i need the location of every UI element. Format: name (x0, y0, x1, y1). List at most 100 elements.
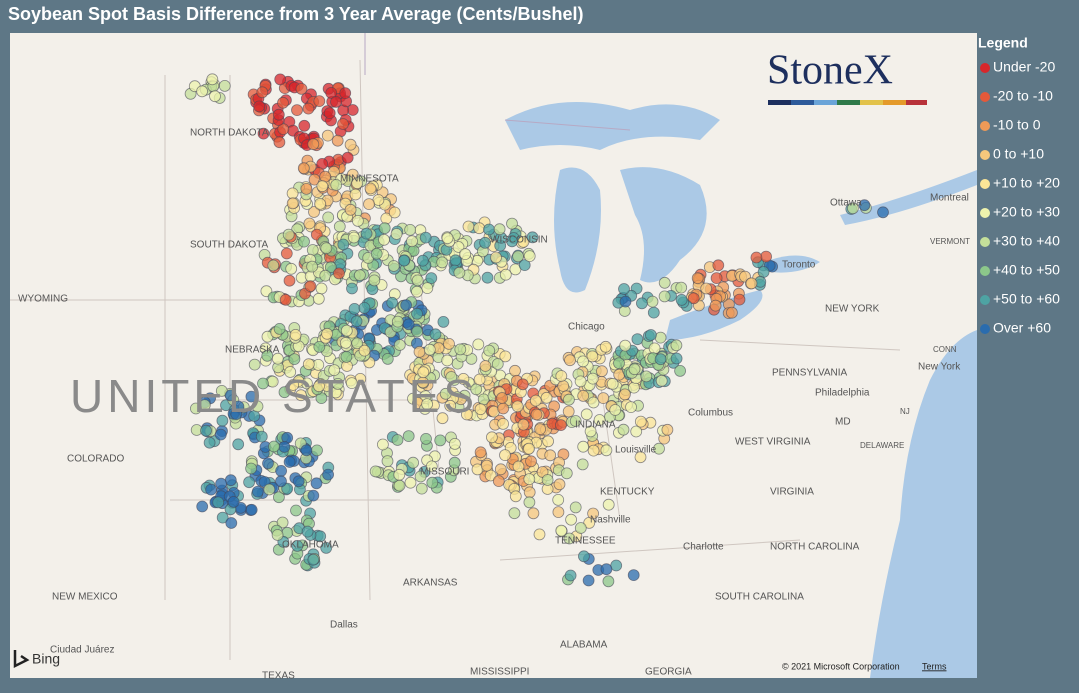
map-dot (212, 496, 225, 509)
map-dot (302, 358, 315, 371)
map-label: Ciudad Juárez (50, 645, 114, 656)
map-dot (393, 339, 406, 351)
map-dot (619, 295, 632, 308)
legend-label: -10 to 0 (993, 117, 1041, 133)
map-dot (279, 293, 292, 306)
map-dot (349, 188, 362, 201)
legend-swatch (980, 295, 990, 305)
logo-stripe (768, 100, 927, 105)
map-dot (630, 425, 643, 438)
map-dot (483, 344, 496, 357)
map-dot (648, 342, 661, 355)
provider: Bing (32, 651, 60, 667)
map-dot (225, 517, 238, 529)
map-dot (441, 354, 454, 367)
map-dot (445, 371, 458, 383)
map-dot (280, 247, 293, 260)
map-dot (328, 364, 341, 377)
map-dot (351, 177, 364, 190)
legend: Under -20 -20 to -10 -10 to 0 0 to +10 +10 t… (980, 59, 1060, 336)
map-label: VIRGINIA (770, 487, 814, 498)
map-dot (308, 206, 320, 218)
map-dot (315, 282, 328, 295)
legend-label: +50 to +60 (993, 291, 1060, 307)
map-dot (506, 235, 518, 248)
map-dot (423, 343, 436, 356)
map-dot (286, 197, 299, 210)
map-dot (480, 459, 493, 472)
map-dot (425, 272, 438, 285)
map-dot (404, 223, 417, 236)
map-label: WISCONSIN (490, 235, 548, 246)
map-dot (376, 438, 389, 451)
map-dot (313, 95, 326, 107)
map-dot (310, 477, 323, 490)
map-dot (402, 430, 415, 443)
map-dot (646, 295, 659, 308)
terms-link[interactable]: Terms (922, 661, 947, 671)
map-dot (345, 377, 358, 390)
map-dot (555, 524, 568, 537)
map-label: Montreal (930, 193, 969, 204)
map-dot (619, 339, 632, 352)
map-dot (421, 398, 434, 411)
map-dot (530, 408, 543, 421)
map-dot (499, 449, 511, 462)
map-dot (599, 340, 612, 353)
map-dot (552, 493, 565, 506)
legend-swatch (980, 121, 990, 131)
map-dot (617, 423, 630, 436)
map-dot (304, 280, 317, 293)
logo: StoneX (767, 48, 893, 94)
legend-swatch (980, 92, 990, 102)
map-label: NORTH CAROLINA (770, 542, 860, 553)
map-dot (347, 231, 360, 244)
map-dot (460, 408, 473, 421)
map-dot (321, 327, 334, 340)
map-dot (529, 394, 542, 407)
data-dots (184, 73, 889, 588)
map-dot (232, 438, 245, 451)
map-dot (511, 400, 524, 413)
map-dot (436, 412, 449, 425)
map-dot (267, 259, 280, 272)
map-dot (358, 344, 371, 357)
map-dot (499, 350, 512, 363)
map-dot (631, 333, 644, 346)
map-dot (760, 250, 772, 263)
map-dot (658, 276, 671, 289)
map-dot (272, 491, 285, 504)
map-dot (597, 392, 610, 405)
legend-swatch (980, 150, 990, 160)
map-dot (205, 483, 218, 496)
map-dot (277, 96, 289, 109)
map-label: Ottawa (830, 198, 862, 209)
map-dot (257, 127, 270, 140)
map-dot (344, 138, 357, 151)
map-label: NEW YORK (825, 304, 880, 315)
map-dot (640, 370, 653, 383)
map-dot (596, 365, 608, 378)
map-label: NEW MEXICO (52, 592, 118, 603)
map-label: Columbus (688, 408, 733, 419)
map-label: UNITED STATES (70, 370, 478, 422)
map-dot (541, 474, 554, 486)
map-dot (645, 329, 657, 341)
map-dot (411, 285, 423, 298)
legend-label: 0 to +10 (993, 146, 1044, 162)
map-dot (378, 222, 391, 235)
map-dot (388, 206, 401, 219)
map-dot (283, 274, 296, 287)
map-label: INDIANA (575, 420, 616, 431)
map-dot (232, 400, 245, 413)
map-dot (330, 96, 342, 108)
map-dot (333, 267, 345, 280)
map-dot (497, 417, 510, 430)
map-dot (337, 238, 350, 251)
map-dot (331, 134, 344, 147)
map-dot (218, 80, 231, 92)
map-dot (523, 250, 536, 263)
map-dot (245, 503, 258, 516)
map-dot (297, 162, 310, 175)
